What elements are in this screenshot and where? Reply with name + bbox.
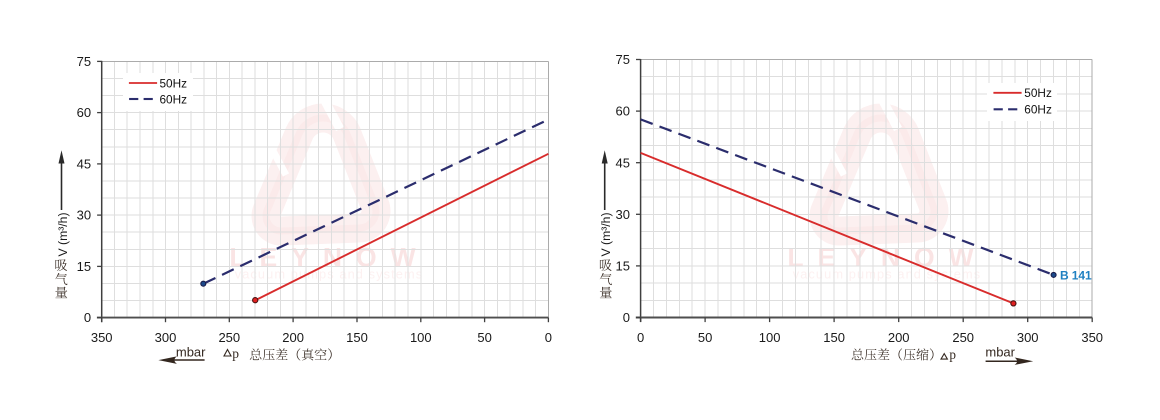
svg-text:50Hz: 50Hz [1024, 86, 1052, 100]
svg-text:0: 0 [637, 330, 644, 345]
svg-text:100: 100 [759, 330, 781, 345]
svg-text:75: 75 [616, 52, 630, 67]
svg-text:mbar: mbar [985, 344, 1015, 359]
svg-text:V (m³/h): V (m³/h) [56, 212, 70, 256]
svg-text:0: 0 [623, 310, 630, 325]
svg-text:100: 100 [410, 330, 432, 345]
svg-text:30: 30 [77, 208, 91, 223]
svg-text:60: 60 [77, 105, 91, 120]
svg-text:50: 50 [477, 330, 491, 345]
svg-text:60Hz: 60Hz [160, 92, 188, 106]
svg-text:45: 45 [77, 157, 91, 172]
svg-text:V (m³/h): V (m³/h) [599, 212, 613, 256]
svg-text:250: 250 [218, 330, 240, 345]
svg-text:150: 150 [823, 330, 845, 345]
svg-text:vacuum pumps and systems: vacuum pumps and systems [235, 267, 424, 282]
svg-text:60Hz: 60Hz [1024, 103, 1052, 117]
svg-text:300: 300 [1017, 330, 1039, 345]
svg-text:350: 350 [91, 330, 113, 345]
svg-text:300: 300 [155, 330, 177, 345]
svg-text:150: 150 [346, 330, 368, 345]
svg-text:15: 15 [77, 259, 91, 274]
svg-text:75: 75 [77, 54, 91, 69]
svg-text:0: 0 [84, 310, 91, 325]
svg-text:45: 45 [616, 155, 630, 170]
svg-text:250: 250 [952, 330, 974, 345]
svg-text:30: 30 [616, 207, 630, 222]
svg-text:350: 350 [1081, 330, 1103, 345]
svg-text:15: 15 [616, 259, 630, 274]
svg-text:mbar: mbar [176, 344, 206, 359]
svg-text:200: 200 [282, 330, 304, 345]
svg-text:60: 60 [616, 104, 630, 119]
svg-text:B 141: B 141 [1060, 268, 1092, 282]
svg-text:0: 0 [545, 330, 552, 345]
svg-text:200: 200 [888, 330, 910, 345]
svg-text:50: 50 [698, 330, 712, 345]
svg-text:p: p [232, 346, 239, 361]
svg-text:p: p [949, 347, 956, 362]
svg-text:50Hz: 50Hz [160, 76, 188, 90]
svg-text:LEYNOW: LEYNOW [787, 242, 987, 272]
